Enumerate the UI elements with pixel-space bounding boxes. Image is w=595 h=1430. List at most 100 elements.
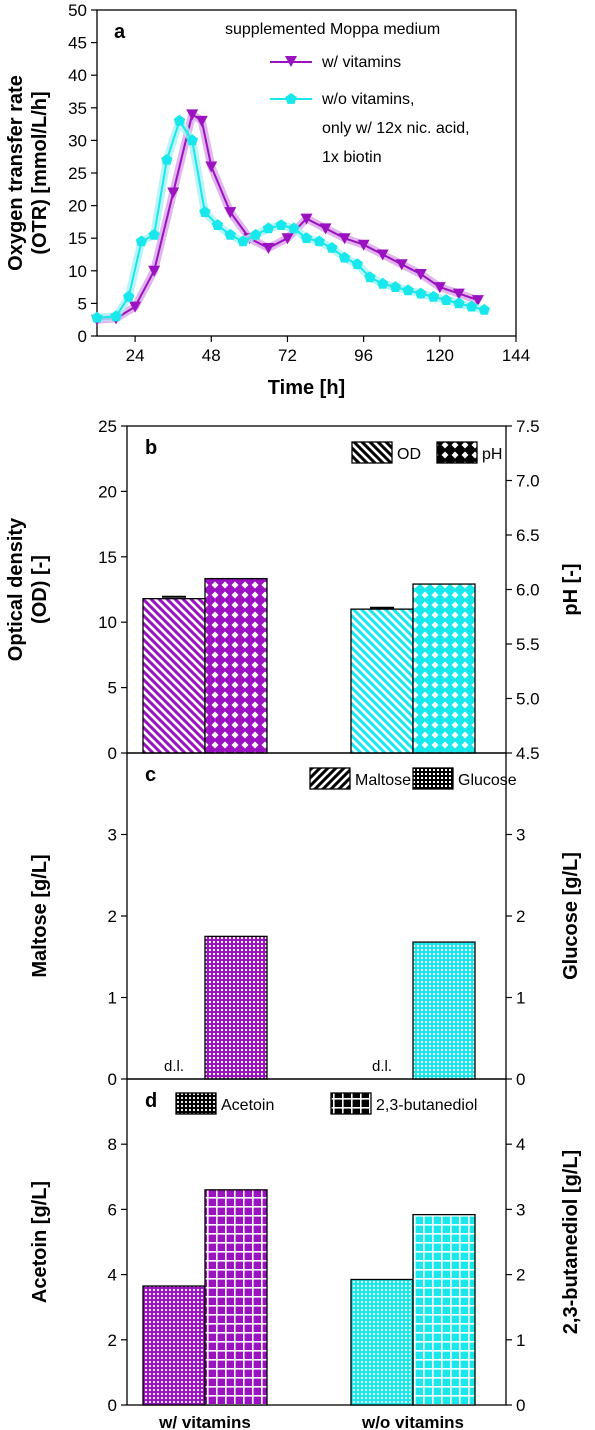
data-point <box>224 207 237 219</box>
legend-entry: Glucose <box>458 772 517 789</box>
bar <box>350 608 414 754</box>
series-line <box>96 112 479 321</box>
data-point <box>364 271 376 283</box>
bar <box>412 941 476 1080</box>
legend-swatch <box>309 767 351 790</box>
data-point <box>123 290 135 302</box>
data-point <box>471 295 484 307</box>
data-point <box>224 228 236 240</box>
data-point <box>110 310 122 322</box>
plot-frame <box>96 9 517 337</box>
data-point <box>186 109 199 121</box>
x-tick-label: 24 <box>126 346 145 365</box>
data-point <box>300 232 313 244</box>
panel-letter-b: b <box>145 437 157 459</box>
data-point <box>262 222 275 234</box>
y-left-tick-label: 2 <box>108 907 117 926</box>
y-left-tick-label: 20 <box>98 482 117 501</box>
legend-entry: pH <box>482 446 502 463</box>
y-left-tick-label: 4 <box>108 1266 117 1285</box>
x-tick-label: 120 <box>426 346 454 365</box>
data-point <box>338 233 351 245</box>
legend-entry: Maltose <box>355 772 411 789</box>
y-tick-label: 10 <box>68 262 87 281</box>
data-point <box>414 269 427 281</box>
y-right-tick-label: 1 <box>516 1331 525 1350</box>
y-axis-label: Oxygen transfer rate <box>5 75 27 271</box>
y-left-tick-label: 2 <box>108 1331 117 1350</box>
data-point <box>161 154 173 165</box>
y-right-tick-label: 3 <box>516 1200 525 1219</box>
y-left-tick-label: 8 <box>108 1135 117 1154</box>
data-point <box>186 134 198 146</box>
category-label: w/o vitamins <box>361 1413 464 1430</box>
data-point <box>351 258 363 270</box>
y-right-tick-label: 0 <box>516 1396 525 1415</box>
legend-title: supplemented Moppa medium <box>225 21 440 38</box>
legend-entry: 1x biotin <box>322 149 382 166</box>
y-right-tick-label: 4 <box>516 1135 525 1154</box>
legend-entry: 2,3-butanediol <box>376 1097 477 1114</box>
data-point <box>319 223 332 235</box>
x-tick-label: 96 <box>354 346 373 365</box>
bar <box>412 1213 476 1406</box>
series-band <box>96 116 486 322</box>
data-point <box>415 287 427 299</box>
bar <box>204 935 268 1080</box>
below-detection-label: d.l. <box>372 1058 392 1075</box>
y-left-tick-label: 25 <box>98 417 117 436</box>
panel-a: 0 5 10 15 20 25 30 35 40 45 50 24 48 72 96 120 144 Time [… <box>5 1 530 399</box>
data-point <box>402 284 414 296</box>
data-point <box>376 249 389 261</box>
bar <box>142 598 206 754</box>
legend-swatch <box>412 767 454 790</box>
data-point <box>300 213 313 225</box>
data-point <box>173 114 186 126</box>
y-left-tick-label: 3 <box>108 826 117 845</box>
y-right-tick-label: 2 <box>516 907 525 926</box>
bar <box>412 583 476 754</box>
below-detection-label: d.l. <box>164 1058 184 1075</box>
legend-swatch <box>436 441 478 464</box>
y-left-axis-label: Maltose [g/L] <box>29 854 51 977</box>
data-point <box>338 251 351 263</box>
data-point <box>167 187 180 199</box>
data-point <box>205 161 218 173</box>
data-point <box>465 300 478 312</box>
y-right-tick-label: 5.0 <box>516 690 540 709</box>
y-left-tick-label: 6 <box>108 1200 117 1219</box>
bar <box>204 577 268 754</box>
y-right-axis-label: pH [-] <box>560 563 582 615</box>
legend-entry: only w/ 12x nic. acid, <box>322 120 470 137</box>
bar <box>142 1285 206 1406</box>
y-left-tick-label: 10 <box>98 613 117 632</box>
data-point <box>91 311 103 323</box>
y-left-tick-label: 0 <box>108 1396 117 1415</box>
data-point <box>395 259 408 271</box>
panel-c: 0 1 2 3 0 1 2 3 Maltose [g/L] Glucose [g/L] c d.l. d… <box>29 752 582 1089</box>
data-point <box>452 288 465 300</box>
y-left-tick-label: 0 <box>108 1070 117 1089</box>
panel-letter-d: d <box>145 1090 157 1112</box>
data-point <box>135 235 148 247</box>
y-tick-label: 20 <box>68 197 87 216</box>
data-point <box>288 222 300 234</box>
y-tick-label: 15 <box>68 229 87 248</box>
data-point <box>357 239 370 251</box>
data-point <box>237 235 249 247</box>
panel-letter-a: a <box>114 21 126 43</box>
y-right-tick-label: 1 <box>516 989 525 1008</box>
y-right-tick-label: 6.0 <box>516 581 540 600</box>
data-point <box>478 303 490 315</box>
y-right-tick-label: 4.5 <box>516 744 540 763</box>
data-point <box>389 281 402 292</box>
data-point <box>440 294 452 305</box>
data-point <box>313 235 325 247</box>
legend-entry: Acetoin <box>221 1097 274 1114</box>
y-left-tick-label: 0 <box>108 744 117 763</box>
y-right-tick-label: 7.0 <box>516 472 540 491</box>
x-tick-label: 72 <box>278 346 297 365</box>
y-tick-label: 25 <box>68 164 87 183</box>
legend-swatch <box>330 1092 372 1115</box>
